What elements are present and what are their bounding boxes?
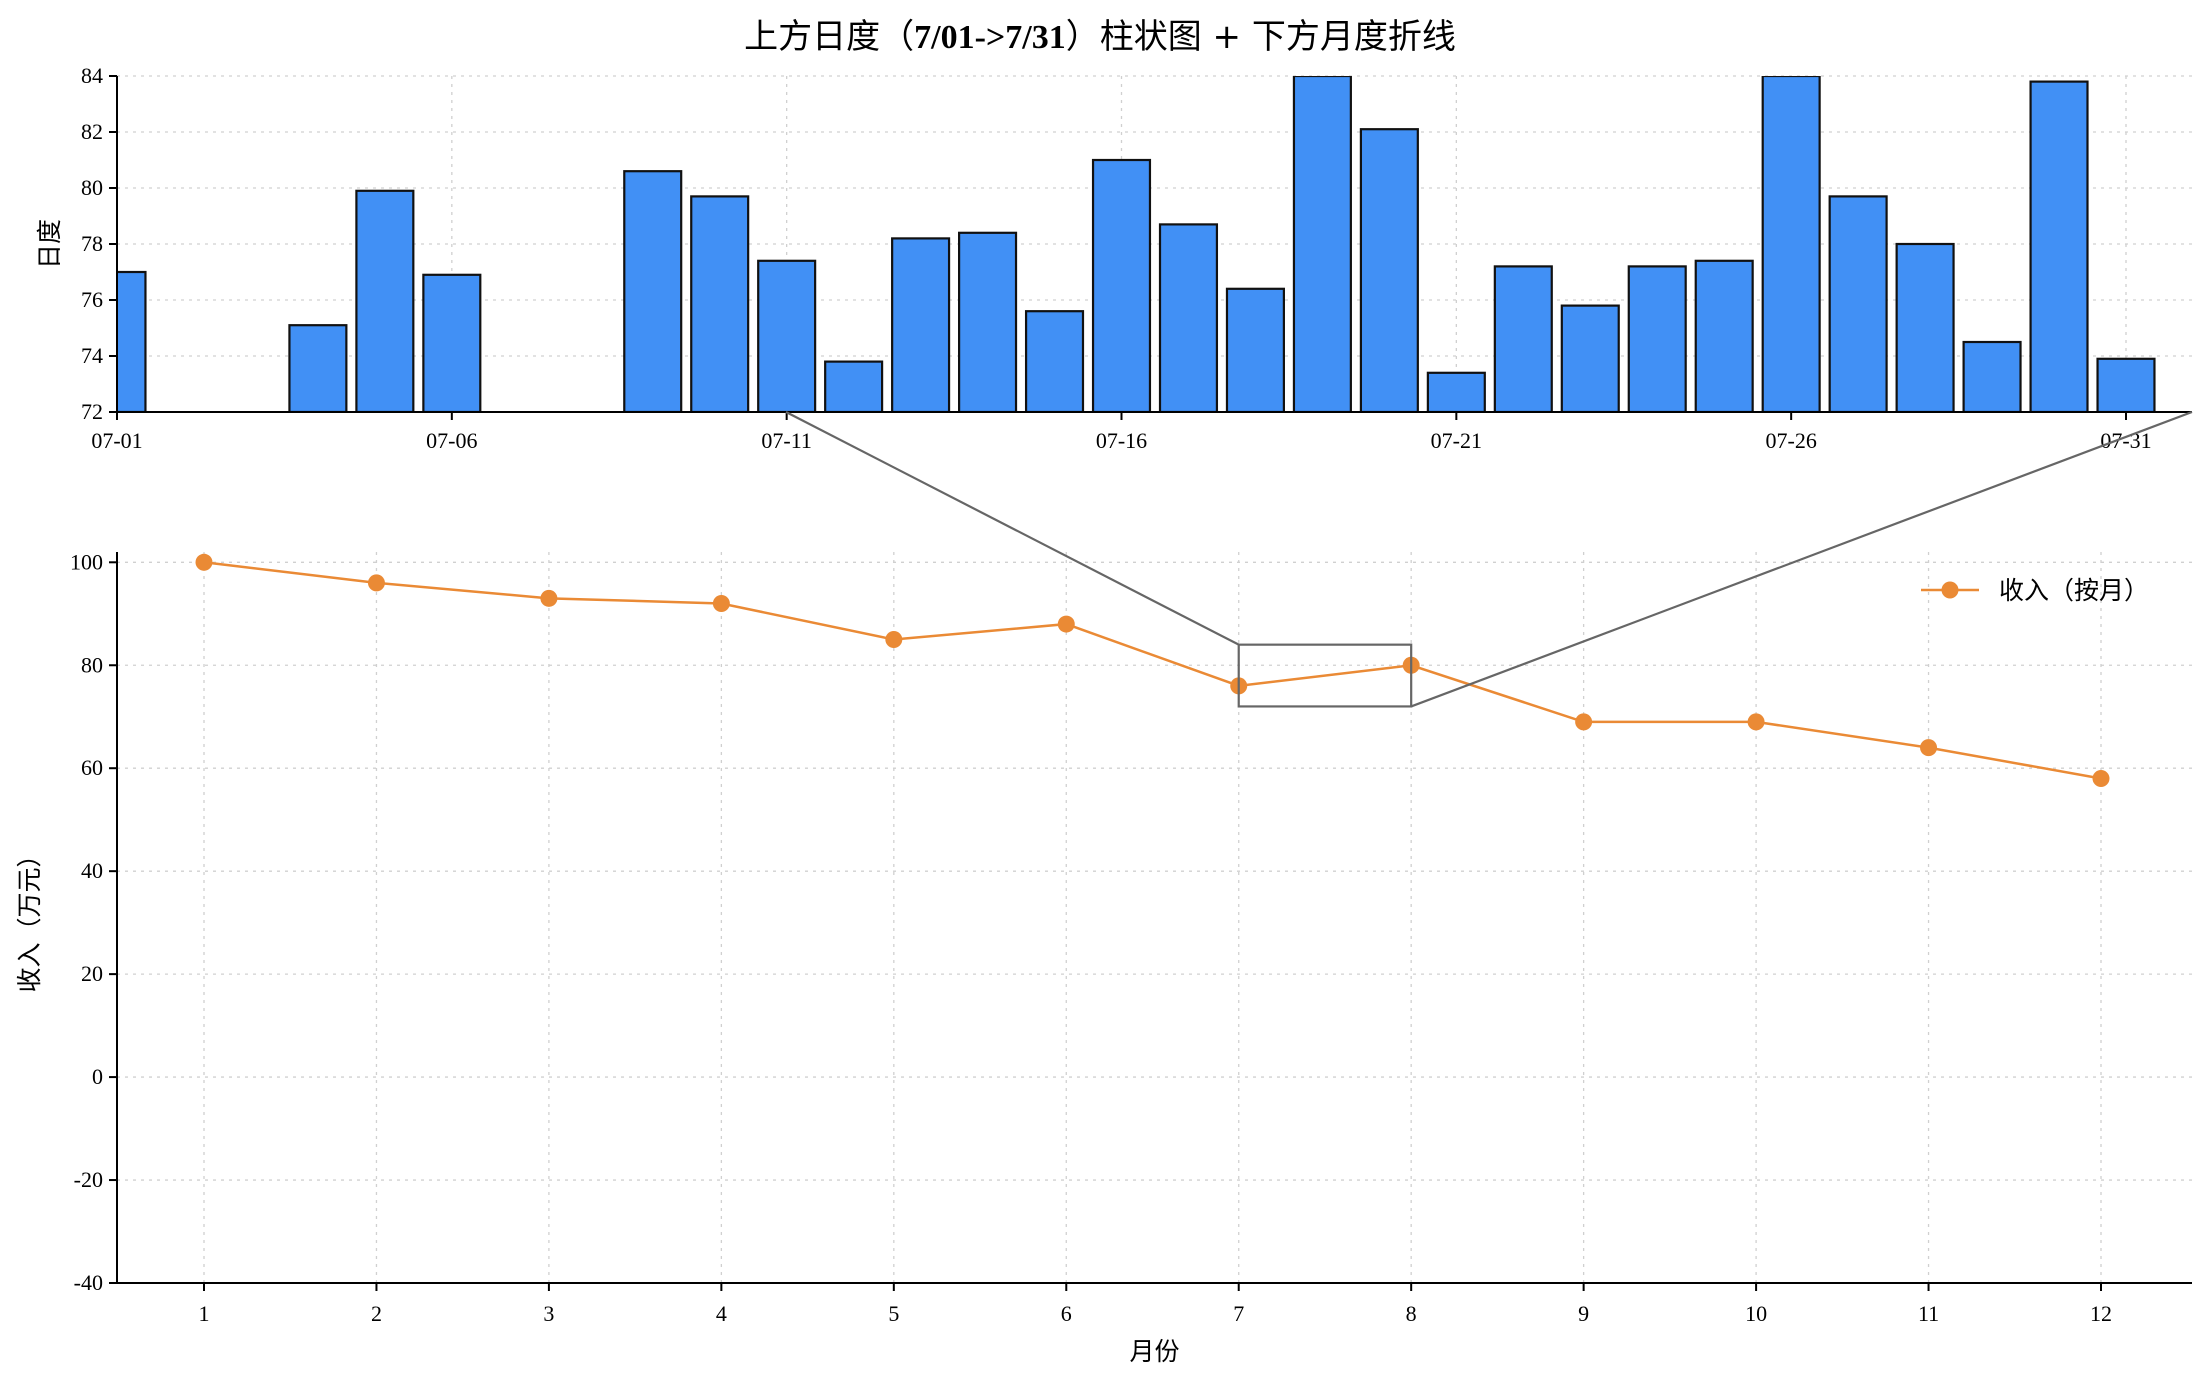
- daily-bar: [824, 360, 884, 412]
- bottom-x-tick-label: 2: [371, 1301, 382, 1326]
- daily-bar: [1158, 223, 1219, 412]
- daily-bar: [355, 189, 415, 412]
- top-x-tick-label: 07-11: [761, 428, 812, 453]
- chart-title-range: 7/01->7/31: [914, 19, 1066, 56]
- top-y-axis-label: 日度: [35, 219, 64, 269]
- revenue-point: [712, 594, 730, 612]
- revenue-point: [885, 631, 903, 649]
- chart-title-prefix: 上方日度（: [744, 17, 914, 57]
- revenue-point: [1920, 739, 1938, 757]
- revenue-point: [1575, 713, 1593, 731]
- daily-bar: [1627, 265, 1687, 412]
- bottom-x-tick-label: 10: [1745, 1301, 1767, 1326]
- bottom-x-tick-label: 9: [1578, 1301, 1589, 1326]
- bottom-y-tick-label: -20: [74, 1167, 103, 1192]
- bottom-y-tick-label: 20: [81, 961, 103, 986]
- daily-bar: [1962, 340, 2022, 412]
- bottom-x-tick-label: 11: [1918, 1301, 1939, 1326]
- revenue-point: [195, 553, 213, 571]
- bottom-y-tick-label: -40: [74, 1270, 103, 1295]
- top-x-tick-label: 07-01: [91, 428, 142, 453]
- top-y-tick-label: 78: [81, 231, 103, 256]
- zoom-connector-right: [1410, 410, 2193, 708]
- daily-bar: [422, 273, 482, 412]
- bottom-x-tick-label: 3: [543, 1301, 554, 1326]
- top-y-tick-label: 76: [81, 287, 103, 312]
- daily-bar: [1560, 304, 1620, 412]
- revenue-point: [1057, 615, 1075, 633]
- legend-label: 收入（按月）: [1999, 576, 2149, 605]
- daily-bar: [1292, 76, 1352, 412]
- daily-bar: [757, 259, 817, 412]
- bottom-y-tick-label: 0: [92, 1064, 103, 1089]
- daily-bar: [891, 237, 951, 412]
- daily-bar: [288, 324, 348, 412]
- top-y-tick-label: 80: [81, 175, 103, 200]
- daily-bar: [690, 195, 750, 412]
- revenue-series-line: [203, 561, 2102, 780]
- top-y-tick-label: 74: [81, 343, 103, 368]
- top-x-tick-label: 07-16: [1096, 428, 1147, 453]
- top-x-tick-label: 07-26: [1766, 428, 1817, 453]
- legend-marker-swatch: [1941, 581, 1959, 599]
- daily-bar: [623, 170, 683, 412]
- bottom-x-tick-label: 8: [1406, 1301, 1417, 1326]
- daily-bar: [1024, 310, 1085, 412]
- bottom-x-tick-label: 4: [716, 1301, 727, 1326]
- top-y-tick-label: 84: [81, 63, 103, 88]
- top-x-tick-label: 07-06: [426, 428, 477, 453]
- chart-title-suffix: ）柱状图 + 下方月度折线: [1066, 17, 1456, 57]
- bottom-y-tick-label: 80: [81, 652, 103, 677]
- bottom-x-axis-label: 月份: [1129, 1337, 1179, 1366]
- revenue-point: [1747, 713, 1765, 731]
- top-y-tick-label: 82: [81, 119, 103, 144]
- daily-bar: [1694, 259, 1754, 412]
- daily-bar: [1895, 242, 1955, 412]
- daily-bar: [958, 231, 1018, 412]
- zoom-connector-left: [785, 411, 1240, 646]
- bottom-x-tick-label: 7: [1233, 1301, 1244, 1326]
- bottom-y-tick-label: 60: [81, 755, 103, 780]
- daily-bar: [1359, 128, 1419, 412]
- bottom-x-tick-label: 6: [1061, 1301, 1072, 1326]
- bottom-y-tick-label: 40: [81, 858, 103, 883]
- daily-bar: [1828, 195, 1888, 412]
- chart-title: 上方日度（7/01->7/31）柱状图 + 下方月度折线: [744, 17, 1456, 57]
- revenue-point: [367, 574, 385, 592]
- daily-bar: [2029, 80, 2089, 412]
- bottom-x-tick-label: 5: [888, 1301, 899, 1326]
- daily-bar: [117, 270, 147, 412]
- daily-bar: [1225, 287, 1285, 412]
- daily-bar: [1761, 76, 1821, 412]
- revenue-point: [2092, 770, 2110, 788]
- bottom-x-tick-label: 12: [2090, 1301, 2112, 1326]
- daily-bar: [2096, 357, 2156, 412]
- revenue-point: [540, 589, 558, 607]
- bottom-y-axis-label: 收入（万元）: [15, 842, 44, 992]
- top-x-tick-label: 07-21: [1431, 428, 1482, 453]
- bottom-y-tick-label: 100: [70, 549, 103, 574]
- top-y-tick-label: 72: [81, 399, 103, 424]
- bottom-x-tick-label: 1: [199, 1301, 210, 1326]
- daily-bar: [1493, 265, 1553, 412]
- top-x-tick-label: 07-31: [2100, 428, 2151, 453]
- daily-bar: [1426, 371, 1486, 412]
- daily-bar: [1091, 158, 1152, 412]
- zoom-box: [1237, 643, 1413, 708]
